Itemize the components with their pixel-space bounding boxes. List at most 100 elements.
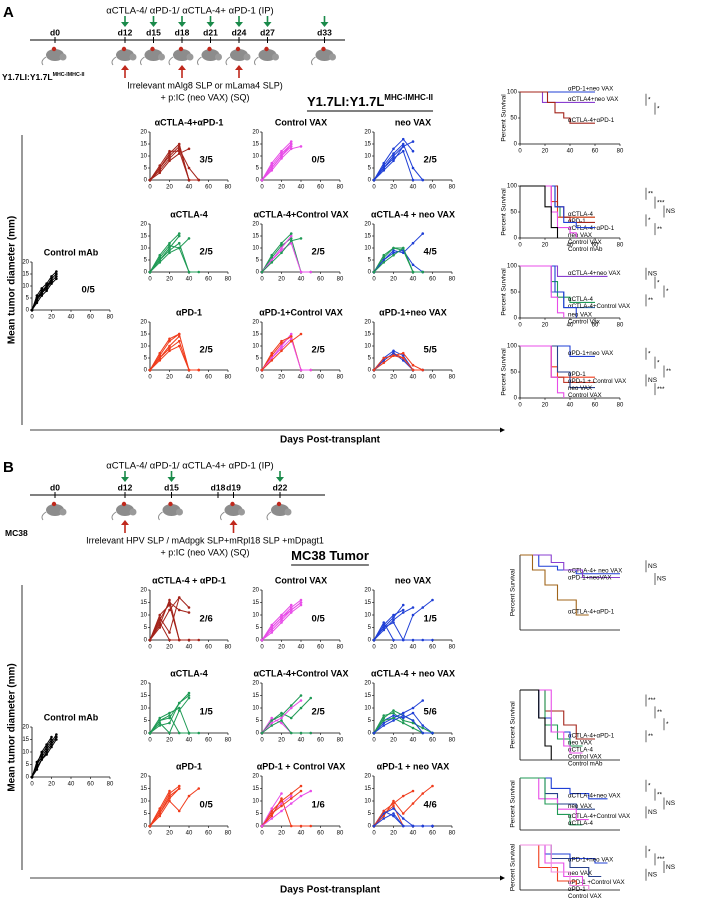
x-tick-label: 60 xyxy=(205,277,212,283)
growth-point xyxy=(148,368,152,372)
growth-point xyxy=(168,251,171,255)
day-label: d27 xyxy=(260,27,275,37)
x-tick-label: 0 xyxy=(518,149,522,155)
x-tick-label: 0 xyxy=(260,738,264,744)
growth-point xyxy=(289,792,293,795)
response-ratio: 4/6 xyxy=(424,800,437,811)
x-tick-label: 0 xyxy=(148,375,152,381)
growth-point xyxy=(280,716,283,720)
growth-point xyxy=(197,638,201,642)
growth-point xyxy=(177,241,181,245)
x-tick-label: 20 xyxy=(166,738,173,744)
y-tick-label: 15 xyxy=(252,693,259,699)
x-tick-label: 40 xyxy=(186,831,193,837)
y-tick-label: 5 xyxy=(144,258,148,264)
growth-point xyxy=(289,237,293,240)
growth-curve xyxy=(261,233,292,273)
panel-title: αPD-1 + Control VAX xyxy=(257,761,346,771)
survival-curve xyxy=(520,185,595,229)
growth-point xyxy=(411,270,415,274)
mouse xyxy=(59,508,67,516)
response-ratio: 1/5 xyxy=(200,707,214,718)
growth-point xyxy=(392,802,395,805)
survival-legend-label: αCTLA4+neo VAX xyxy=(568,96,618,103)
growth-point xyxy=(187,696,191,700)
growth-point xyxy=(411,149,415,153)
survival-legend-label: Control mAb xyxy=(568,246,603,253)
y-tick-label: 50 xyxy=(510,116,517,122)
title-part: MHC-I xyxy=(53,72,69,78)
growth-point xyxy=(411,711,415,715)
survival-curve xyxy=(520,777,608,800)
x-tick-label: 80 xyxy=(225,738,232,744)
growth-point xyxy=(270,716,274,720)
panel-title: αCTLA-4 + neo VAX xyxy=(371,668,455,678)
survival-curve xyxy=(520,554,620,579)
growth-point xyxy=(382,253,386,257)
growth-point xyxy=(270,812,274,815)
growth-point xyxy=(289,608,293,612)
vax-text: Irrelevant mAlg8 SLP or mLama4 SLP) xyxy=(127,80,282,90)
response-ratio: 5/5 xyxy=(424,344,438,355)
growth-point xyxy=(280,621,283,624)
growth-point xyxy=(148,824,152,828)
panel-title: αCTLA-4+αPD-1 xyxy=(155,117,224,127)
x-tick-label: 0 xyxy=(518,243,522,249)
growth-point xyxy=(392,351,395,355)
x-tick-label: 0 xyxy=(148,185,152,191)
survival-y-label: Percent Survival xyxy=(510,843,517,891)
growth-point xyxy=(197,368,201,372)
response-ratio: 2/5 xyxy=(200,246,214,257)
y-tick-label: 20 xyxy=(22,260,29,266)
growth-point xyxy=(411,606,415,609)
growth-point xyxy=(270,359,274,362)
growth-point xyxy=(148,638,152,642)
x-tick-label: 60 xyxy=(205,831,212,837)
response-ratio: 2/6 xyxy=(200,614,213,625)
y-tick-label: 20 xyxy=(364,588,371,594)
vax-text: + p:IC (neo VAX) (SQ) xyxy=(160,92,249,102)
day-label: d12 xyxy=(118,27,133,37)
survival-curve xyxy=(520,844,589,887)
arrow-head xyxy=(149,22,158,27)
growth-point xyxy=(421,638,425,642)
x-tick-label: 60 xyxy=(429,831,436,837)
growth-point xyxy=(168,631,171,634)
growth-point xyxy=(392,719,395,722)
x-tick-label: 40 xyxy=(298,277,305,283)
y-tick-label: 20 xyxy=(252,222,259,228)
growth-curve xyxy=(149,233,180,273)
growth-point xyxy=(270,817,274,820)
survival-y-label: Percent Survival xyxy=(501,268,508,316)
y-tick-label: 5 xyxy=(368,625,372,631)
growth-point xyxy=(401,716,405,720)
panel-title: αCTLA-4 + neo VAX xyxy=(371,209,455,219)
y-tick-label: 5 xyxy=(144,718,148,724)
survival-legend-label: αPD-1+neo VAX xyxy=(568,86,613,93)
x-tick-label: 20 xyxy=(278,831,285,837)
growth-point xyxy=(280,714,283,717)
growth-point xyxy=(289,239,293,243)
growth-point xyxy=(401,608,405,612)
survival-y-label: Percent Survival xyxy=(510,701,517,749)
y-tick-label: 0 xyxy=(256,638,260,644)
title-part: MHC-I xyxy=(384,93,407,102)
growth-point xyxy=(392,246,395,250)
growth-point xyxy=(35,296,39,300)
response-ratio: 0/5 xyxy=(82,284,96,295)
growth-curve xyxy=(149,714,199,734)
growth-point xyxy=(30,308,34,312)
day-label: d33 xyxy=(317,27,332,37)
y-tick-label: 10 xyxy=(364,613,371,619)
growth-point xyxy=(45,282,48,285)
growth-point xyxy=(280,349,283,353)
growth-point xyxy=(421,178,425,182)
growth-point xyxy=(289,335,293,338)
growth-point xyxy=(270,724,274,727)
response-ratio: 4/5 xyxy=(424,246,438,257)
survival-curve xyxy=(520,554,620,575)
x-tick-label: 40 xyxy=(298,645,305,651)
growth-curve xyxy=(373,355,423,371)
x-tick-label: 20 xyxy=(278,185,285,191)
day-label: d24 xyxy=(232,27,247,37)
